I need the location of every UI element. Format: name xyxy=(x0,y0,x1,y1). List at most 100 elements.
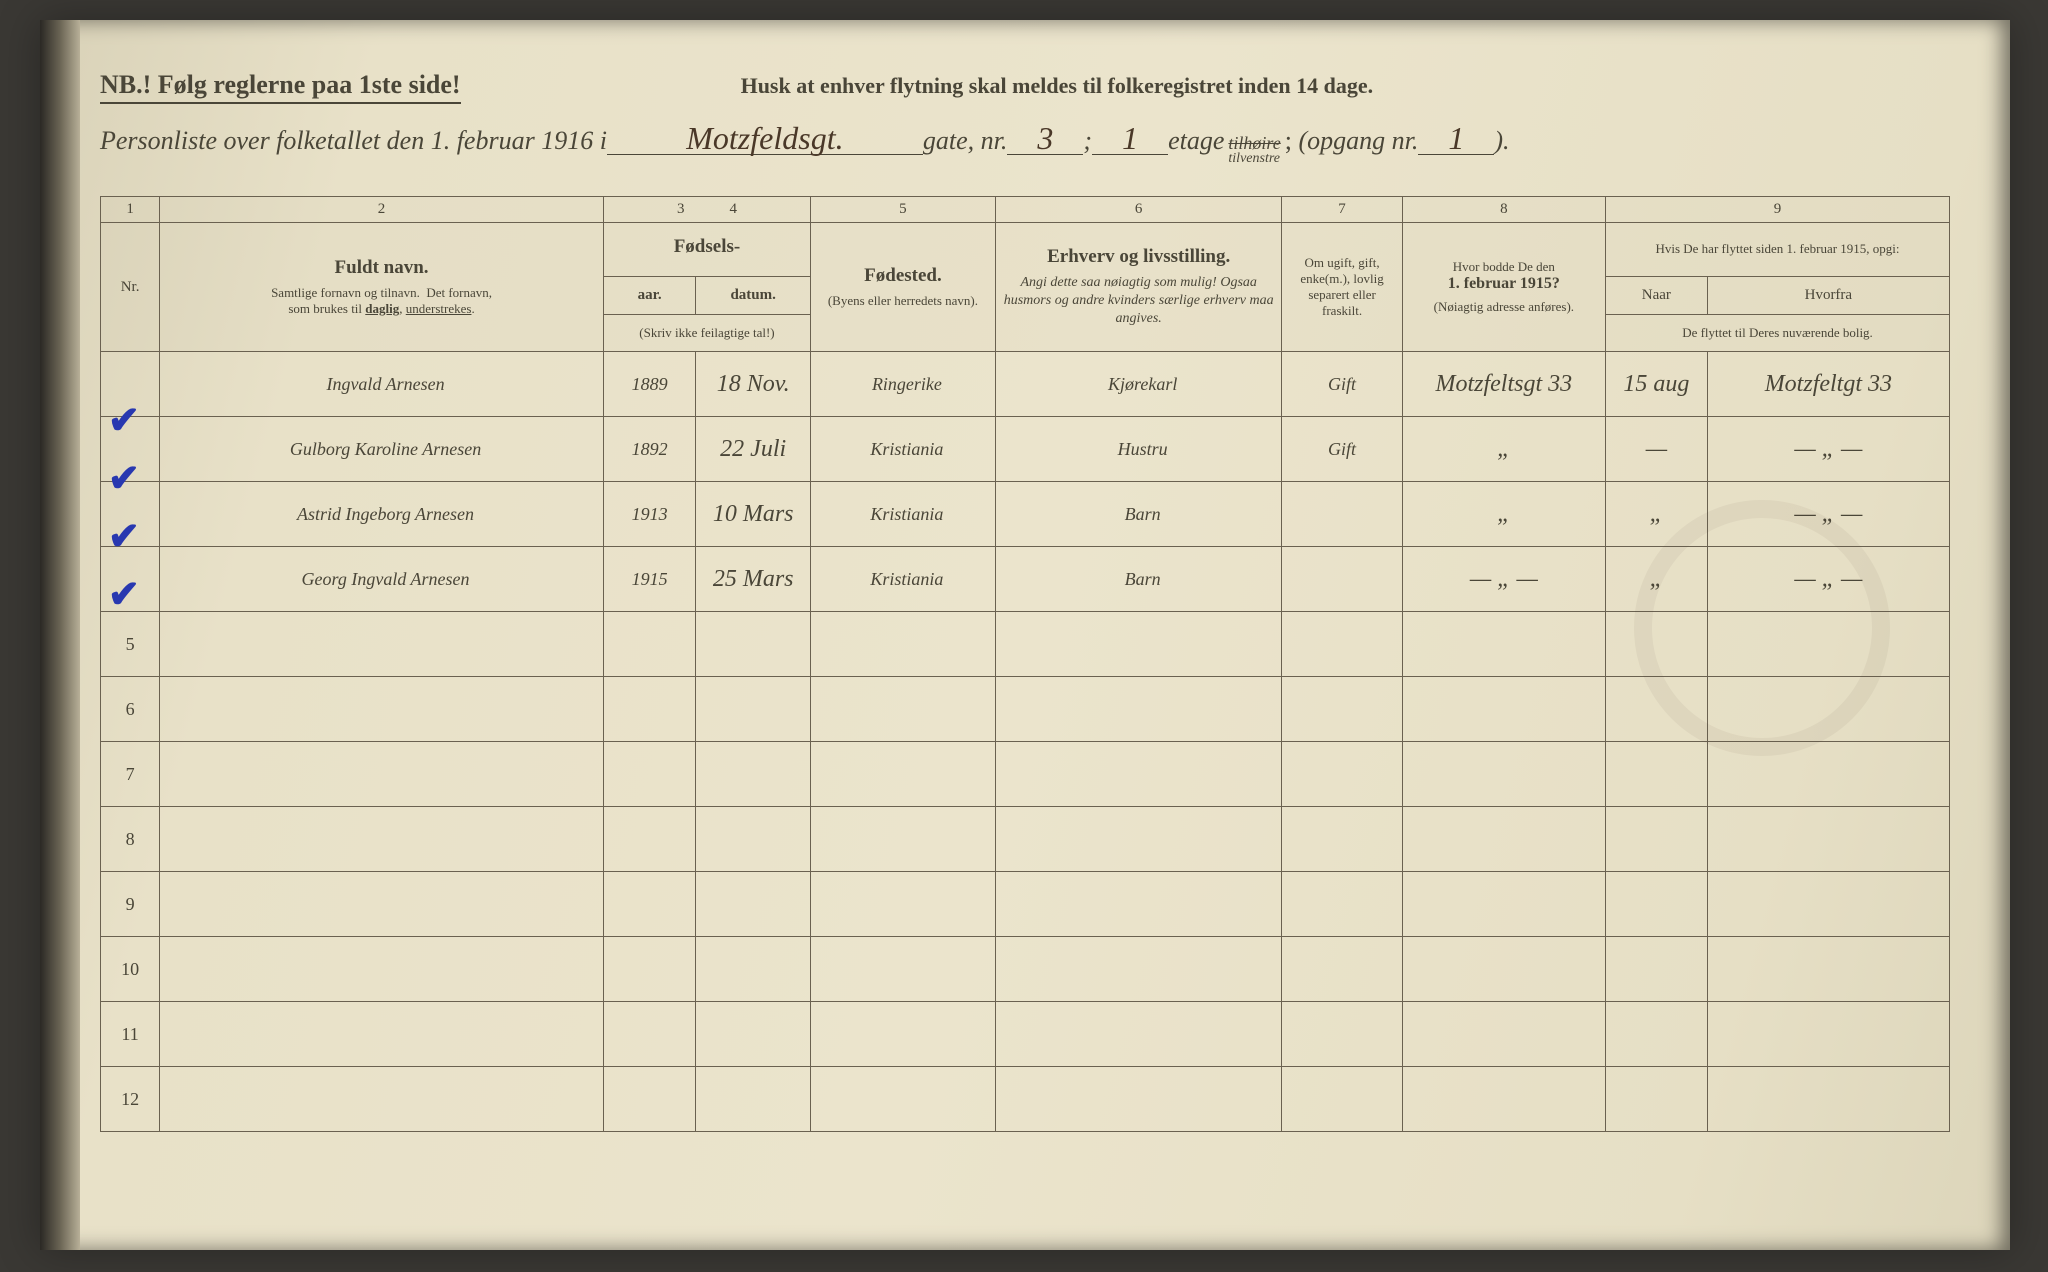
table-header: 1 2 3 4 5 6 7 8 9 Nr. Fuldt navn. Samtli… xyxy=(101,197,1950,352)
table-row: Ingvald Arnesen188918 Nov.RingerikeKjøre… xyxy=(101,352,1950,417)
cell-empty xyxy=(603,1067,695,1132)
cell-naar: „ xyxy=(1606,547,1708,612)
cell-naar: „ xyxy=(1606,482,1708,547)
table-row: 8 xyxy=(101,807,1950,872)
cell-empty xyxy=(810,677,995,742)
cell-empty xyxy=(160,807,604,872)
cell-empty xyxy=(603,612,695,677)
cell-place: Kristiania xyxy=(810,547,995,612)
cell-empty xyxy=(696,807,811,872)
cell-empty xyxy=(696,1067,811,1132)
row-nr: 9 xyxy=(101,872,160,937)
hdr-hvorfra: Hvorfra xyxy=(1707,277,1949,315)
colnum-7: 7 xyxy=(1282,197,1402,223)
cell-date: 10 Mars xyxy=(696,482,811,547)
cell-empty xyxy=(1282,612,1402,677)
hdr-nr: Nr. xyxy=(101,223,160,352)
cell-empty xyxy=(1282,742,1402,807)
cell-hvorfra: Motzfeltgt 33 xyxy=(1707,352,1949,417)
cell-empty xyxy=(810,937,995,1002)
cell-occupation: Kjørekarl xyxy=(995,352,1282,417)
cell-empty xyxy=(995,1067,1282,1132)
cell-empty xyxy=(603,1002,695,1067)
opgang-label: (opgang nr. xyxy=(1298,126,1418,156)
cell-name: Gulborg Karoline Arnesen xyxy=(160,417,604,482)
cell-empty xyxy=(696,612,811,677)
cell-empty xyxy=(1282,677,1402,742)
cell-empty xyxy=(1606,937,1708,1002)
checkmark-icon: ✔ xyxy=(108,398,140,443)
hdr-flyttet-sub: De flyttet til Deres nuværende bolig. xyxy=(1606,315,1950,352)
row-nr: 5 xyxy=(101,612,160,677)
hdr-fodsels: Fødsels- xyxy=(603,223,810,277)
cell-empty xyxy=(995,677,1282,742)
cell-empty xyxy=(1707,612,1949,677)
table-row: 11 xyxy=(101,1002,1950,1067)
cell-empty xyxy=(603,742,695,807)
cell-empty xyxy=(1606,1002,1708,1067)
cell-occupation: Barn xyxy=(995,482,1282,547)
cell-empty xyxy=(1707,677,1949,742)
gate-nr-fill: 3 xyxy=(1007,122,1083,155)
cell-status: Gift xyxy=(1282,352,1402,417)
cell-empty xyxy=(1606,807,1708,872)
row-nr: 10 xyxy=(101,937,160,1002)
cell-empty xyxy=(696,872,811,937)
cell-place: Kristiania xyxy=(810,482,995,547)
cell-addr1915: „ xyxy=(1402,417,1605,482)
cell-empty xyxy=(1402,677,1605,742)
cell-empty xyxy=(810,742,995,807)
checkmark-icon: ✔ xyxy=(108,572,140,617)
cell-name: Georg Ingvald Arnesen xyxy=(160,547,604,612)
header-line-1: NB.! Følg reglerne paa 1ste side! Husk a… xyxy=(100,70,1950,104)
paren-close: ). xyxy=(1494,126,1509,156)
cell-empty xyxy=(160,612,604,677)
cell-empty xyxy=(810,1002,995,1067)
hdr-name: Fuldt navn. Samtlige fornavn og tilnavn.… xyxy=(160,223,604,352)
cell-date: 25 Mars xyxy=(696,547,811,612)
cell-occupation: Barn xyxy=(995,547,1282,612)
cell-empty xyxy=(603,872,695,937)
cell-empty xyxy=(995,742,1282,807)
row-nr: 8 xyxy=(101,807,160,872)
cell-empty xyxy=(995,612,1282,677)
cell-empty xyxy=(696,1002,811,1067)
tilheire: tilhøire xyxy=(1228,134,1280,152)
cell-naar: 15 aug xyxy=(1606,352,1708,417)
colnum-8: 8 xyxy=(1402,197,1605,223)
cell-empty xyxy=(810,1067,995,1132)
checkmark-icon: ✔ xyxy=(108,456,140,501)
colnum-6: 6 xyxy=(995,197,1282,223)
table-row: 5 xyxy=(101,612,1950,677)
cell-naar: — xyxy=(1606,417,1708,482)
cell-empty xyxy=(1402,612,1605,677)
cell-empty xyxy=(810,807,995,872)
cell-empty xyxy=(1282,872,1402,937)
hdr-aar-note: (Skriv ikke feilagtige tal!) xyxy=(603,315,810,352)
cell-occupation: Hustru xyxy=(995,417,1282,482)
tilvenstre: tilvenstre xyxy=(1228,152,1280,166)
cell-status xyxy=(1282,482,1402,547)
cell-empty xyxy=(1707,742,1949,807)
cell-empty xyxy=(995,807,1282,872)
table-row: 9 xyxy=(101,872,1950,937)
table-row: Gulborg Karoline Arnesen189222 JuliKrist… xyxy=(101,417,1950,482)
street-fill: Motzfeldsgt. xyxy=(607,122,923,155)
hdr-status: Om ugift, gift, enke(m.), lovlig separer… xyxy=(1282,223,1402,352)
cell-addr1915: Motzfeltsgt 33 xyxy=(1402,352,1605,417)
gate-label: gate, nr. xyxy=(923,126,1008,156)
cell-empty xyxy=(1282,937,1402,1002)
cell-empty xyxy=(696,937,811,1002)
cell-empty xyxy=(1282,807,1402,872)
table-row: 7 xyxy=(101,742,1950,807)
cell-empty xyxy=(810,612,995,677)
row-nr: 7 xyxy=(101,742,160,807)
cell-empty xyxy=(160,937,604,1002)
book-binding xyxy=(40,20,80,1250)
opgang-nr-fill: 1 xyxy=(1418,122,1494,155)
checkmark-icon: ✔ xyxy=(108,514,140,559)
cell-empty xyxy=(1402,742,1605,807)
cell-empty xyxy=(1282,1067,1402,1132)
cell-empty xyxy=(696,742,811,807)
cell-empty xyxy=(1402,872,1605,937)
